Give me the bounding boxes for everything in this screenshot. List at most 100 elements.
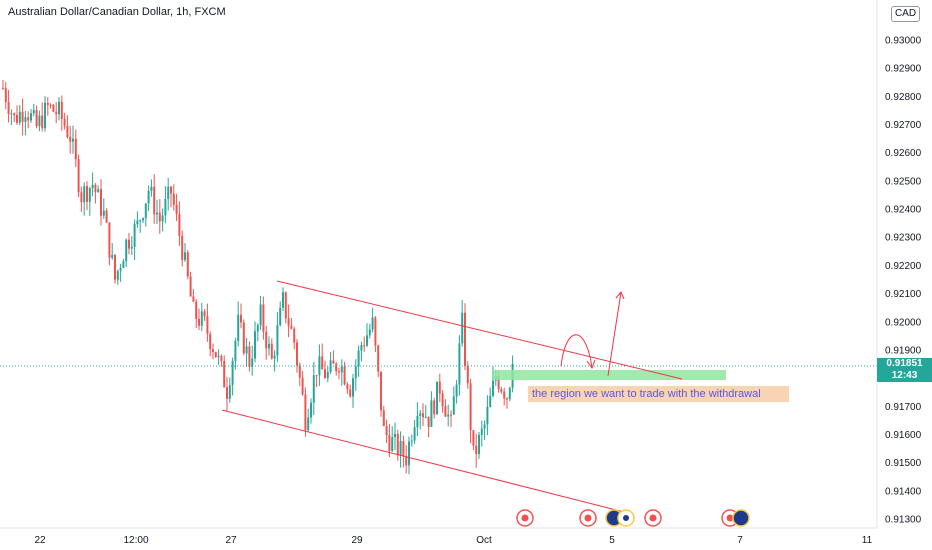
- candle-body: [41, 115, 44, 129]
- candle-body: [480, 428, 483, 435]
- projection-arrow[interactable]: [607, 291, 622, 377]
- candle-body: [186, 252, 189, 277]
- candle-body: [452, 396, 455, 415]
- candle-body: [408, 441, 410, 466]
- candle-body: [88, 188, 91, 202]
- event-group[interactable]: [721, 509, 750, 527]
- candle-body: [35, 110, 38, 127]
- candle-body: [184, 252, 186, 260]
- channel-lower-line[interactable]: [221, 409, 629, 514]
- candle-body: [265, 331, 268, 349]
- candle-body: [80, 192, 83, 203]
- candles-layer: [2, 79, 514, 475]
- candle-body: [100, 189, 102, 216]
- candle-body: [217, 355, 220, 358]
- event-group[interactable]: [516, 509, 534, 527]
- candle-body: [97, 189, 100, 193]
- chart-title: Australian Dollar/Canadian Dollar, 1h, F…: [8, 6, 226, 18]
- candle-body: [133, 224, 136, 247]
- candle-body: [4, 88, 7, 103]
- candle-body: [206, 316, 209, 334]
- candle-body: [385, 425, 388, 436]
- candle-body: [363, 345, 366, 347]
- loop-arrow[interactable]: [560, 334, 593, 369]
- candle-body: [237, 314, 240, 341]
- price-tick-label: 0.92200: [885, 261, 922, 272]
- candle-body: [307, 417, 310, 431]
- candle-body: [27, 117, 30, 121]
- candle-body: [424, 416, 427, 418]
- flag-australia-icon[interactable]: [732, 509, 750, 527]
- candle-body: [399, 441, 402, 456]
- candle-body: [108, 222, 111, 258]
- candle-body: [254, 331, 256, 359]
- time-tick-label: 11: [862, 535, 873, 546]
- candle-body: [234, 340, 237, 361]
- candle-body: [441, 393, 444, 407]
- annotation-note[interactable]: the region we want to trade with the wit…: [528, 386, 789, 402]
- candle-body: [38, 115, 41, 127]
- candle-body: [321, 356, 324, 370]
- candle-body: [116, 270, 119, 280]
- candle-body: [256, 325, 259, 332]
- price-tick-label: 0.92300: [885, 233, 922, 244]
- candle-body: [270, 343, 273, 359]
- event-group[interactable]: [644, 509, 662, 527]
- candle-body: [433, 400, 436, 415]
- candle-body: [24, 117, 27, 122]
- candle-body: [111, 254, 114, 258]
- candle-body: [352, 378, 354, 397]
- price-tick-label: 0.92600: [885, 148, 922, 159]
- candle-body: [175, 204, 178, 214]
- candle-body: [489, 395, 492, 407]
- candle-body: [74, 138, 77, 160]
- candle-body: [282, 292, 284, 308]
- candle-body: [506, 398, 508, 400]
- candle-body: [500, 389, 503, 392]
- candle-body: [262, 304, 265, 332]
- candle-body: [349, 389, 352, 397]
- candle-body: [492, 380, 494, 396]
- candle-body: [198, 318, 200, 326]
- candle-body: [338, 371, 340, 373]
- candle-body: [136, 220, 139, 225]
- candle-body: [436, 381, 438, 415]
- candle-body: [394, 433, 396, 438]
- candle-body: [114, 254, 116, 280]
- flag-canada-icon-center: [584, 514, 592, 522]
- candle-body: [7, 102, 10, 115]
- price-tick-label: 0.93000: [885, 36, 922, 47]
- candle-body: [368, 329, 371, 336]
- price-axis: 0.93000 0.92900 0.92800 0.92700 0.92600 0.925…: [885, 36, 922, 526]
- time-tick-label: 12:00: [123, 535, 148, 546]
- currency-button[interactable]: CAD: [891, 6, 920, 22]
- candle-body: [296, 342, 298, 366]
- candle-body: [30, 113, 32, 121]
- candle-body: [242, 322, 245, 354]
- candle-body: [455, 384, 458, 397]
- candle-body: [66, 125, 69, 137]
- candle-body: [139, 220, 142, 222]
- candle-body: [94, 184, 97, 193]
- candle-body: [304, 394, 307, 431]
- target-zone[interactable]: [493, 370, 726, 380]
- candle-body: [312, 375, 315, 403]
- event-group[interactable]: [579, 509, 635, 527]
- candle-body: [413, 427, 416, 441]
- candle-body: [60, 101, 63, 120]
- loop-arrow-head: [586, 359, 596, 370]
- candle-body: [276, 325, 279, 356]
- candle-body: [279, 307, 282, 326]
- candle-body: [273, 355, 276, 359]
- price-tick-label: 0.92900: [885, 64, 922, 75]
- candle-body: [310, 402, 312, 418]
- candle-body: [228, 385, 231, 399]
- time-tick-label: 22: [34, 535, 46, 546]
- candle-body: [497, 376, 500, 390]
- candle-body: [419, 413, 422, 417]
- channel-upper-line[interactable]: [276, 280, 683, 380]
- candle-body: [366, 335, 368, 346]
- candle-body: [209, 333, 212, 350]
- bar-countdown: 12:43: [891, 370, 918, 381]
